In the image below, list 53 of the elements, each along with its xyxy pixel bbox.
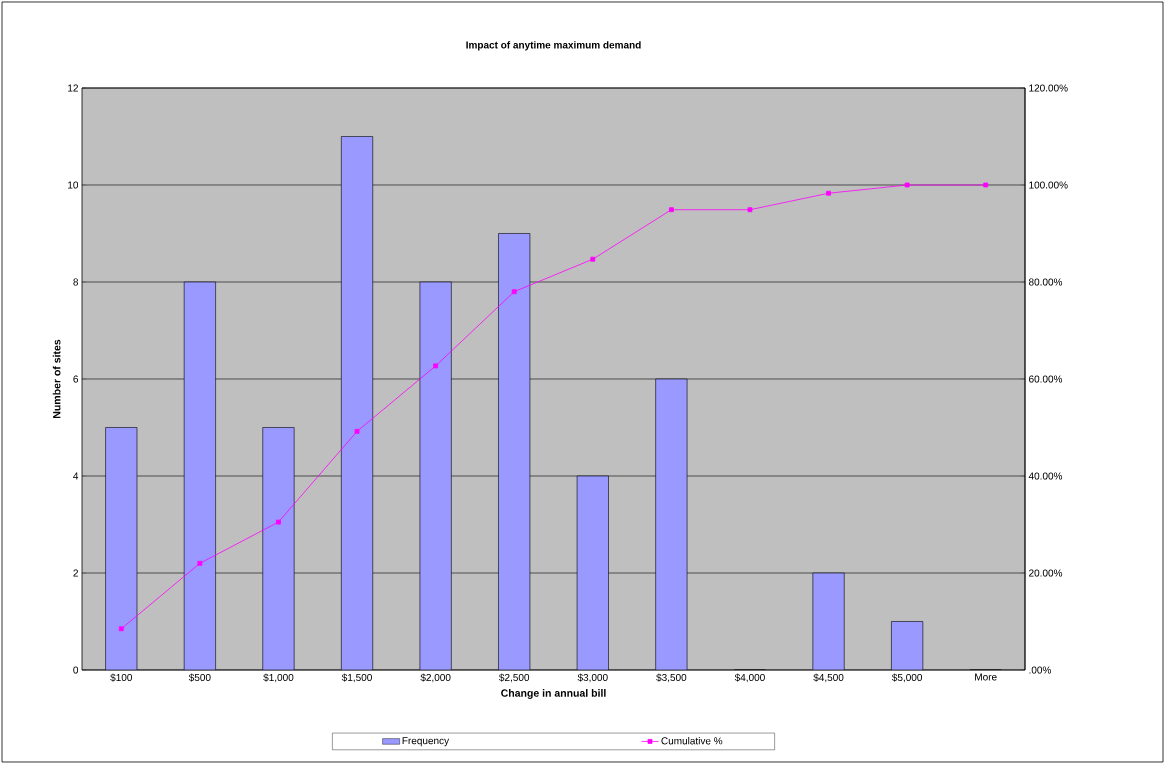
y2-tick-label: 120.00% [1029,84,1068,92]
bar [498,233,531,670]
point [433,363,439,369]
bar [341,136,374,670]
x-tick-label: $1,000 [263,673,294,683]
y2-tick-label: 40.00% [1028,472,1063,480]
x-tick-label: More [975,673,997,681]
x-tick-label: $3,000 [577,673,608,683]
bar [891,621,924,670]
chart-title: Impact of anytime maximum demand [466,41,641,51]
y2-tick-label: .00% [1029,666,1051,674]
y-axis-title: Number of sites [52,339,61,418]
y2-tick-label: 20.00% [1029,569,1063,577]
x-tick-label: $500 [188,673,211,682]
y-tick-label: 4 [73,472,79,480]
x-tick-label: $4,500 [813,673,844,683]
point [590,256,596,262]
x-tick-label: $1,500 [341,673,372,683]
point [276,519,281,525]
x-tick-label: $2,500 [499,673,530,683]
point [668,207,674,213]
x-axis-title: Change in annual bill [501,689,606,699]
y-tick-label: 2 [73,569,78,577]
y-tick-label: 10 [68,181,79,189]
y2-tick-label: 100.00% [1029,181,1068,189]
legend-label: Frequency [402,737,450,747]
bar [262,427,295,670]
bar [576,475,609,670]
bar [183,281,216,670]
x-tick-label: $3,500 [656,673,687,683]
point [118,626,124,632]
point [826,190,831,196]
bar [812,572,845,670]
y-tick-label: 6 [73,375,79,383]
bar [105,427,138,670]
y2-tick-label: 80.00% [1028,278,1063,286]
point [354,428,360,434]
bar [419,281,452,670]
point [511,289,517,295]
legend-label: Cumulative % [661,737,723,745]
y2-tick-label: 60.00% [1029,375,1063,383]
y-tick-label: 0 [73,666,79,674]
point [197,560,203,566]
point [747,207,753,213]
y-tick-label: 8 [73,278,79,286]
point [904,182,910,188]
x-tick-label: $4,000 [734,673,765,683]
x-tick-label: $100 [110,673,133,682]
x-tick-label: $2,000 [420,673,451,683]
x-tick-label: $5,000 [891,673,923,683]
bar [655,378,688,670]
y-tick-label: 12 [68,84,78,92]
point [983,182,989,188]
